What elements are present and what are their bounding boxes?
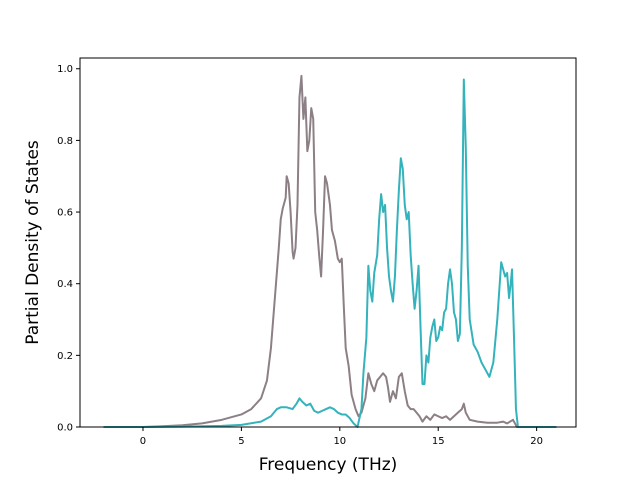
y-tick-label: 1.0 [57, 64, 73, 75]
x-tick-label: 0 [140, 436, 146, 447]
series-line-1 [103, 74, 557, 428]
series-line-2 [103, 78, 557, 428]
x-tick-label: 15 [432, 436, 445, 447]
x-axis-label: Frequency (THz) [259, 455, 398, 475]
y-tick-label: 0.0 [57, 423, 73, 434]
y-tick-label: 0.8 [57, 136, 73, 147]
y-axis-ticks: 0.0 0.2 0.4 0.6 0.8 1.0 [57, 64, 80, 434]
series-layer [103, 74, 557, 428]
x-tick-label: 10 [333, 436, 346, 447]
y-axis-label: Partial Density of States [23, 140, 43, 345]
y-tick-label: 0.2 [57, 351, 73, 362]
x-tick-label: 20 [530, 436, 543, 447]
y-tick-label: 0.4 [57, 279, 73, 290]
x-tick-label: 5 [238, 436, 244, 447]
x-axis-ticks: 0 5 10 15 20 [140, 427, 543, 447]
axes-frame [79, 57, 577, 428]
y-tick-label: 0.6 [57, 208, 73, 219]
